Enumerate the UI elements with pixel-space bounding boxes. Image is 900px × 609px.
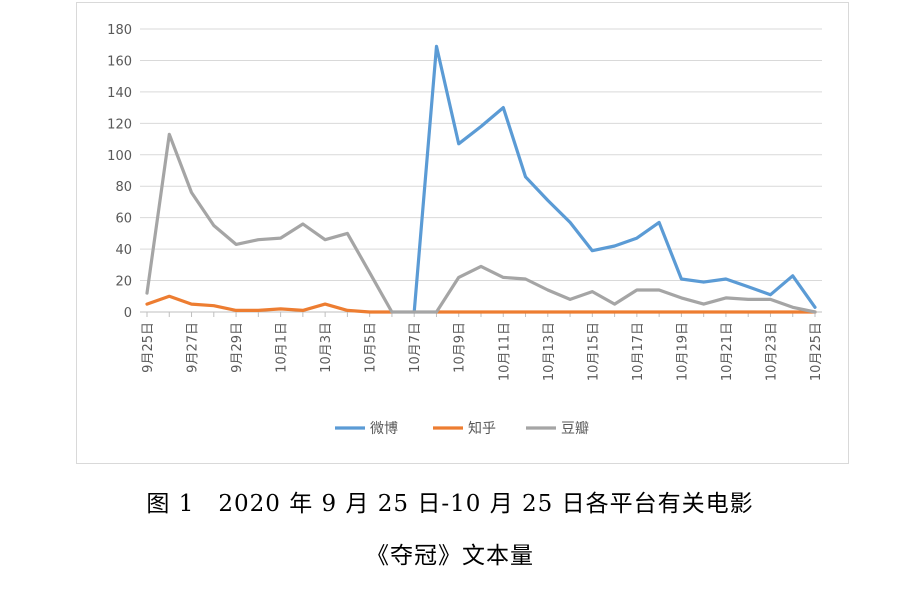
y-tick-label: 0 [124,306,132,321]
series-line-2 [145,132,817,314]
figure-caption-line2: 《夺冠》文本量 [366,543,534,569]
series-lines [145,44,817,314]
legend-label: 知乎 [468,420,496,437]
x-tick-label: 9月29日 [230,322,245,373]
legend-label: 微博 [370,420,398,437]
y-tick-label: 100 [107,149,132,164]
y-tick-label: 160 [107,54,132,69]
y-axis-ticks: 0 20 40 60 80 100 120 140 160 180 [107,23,132,321]
x-tick-label: 10月9日 [453,322,468,373]
series-line-1 [145,294,394,314]
series-line-0 [412,44,817,314]
x-tick-label: 10月13日 [542,322,557,381]
y-tick-label: 120 [107,117,132,132]
x-tick-label: 10月21日 [720,322,735,381]
x-axis-ticks: 9月25日 9月27日 9月29日 10月1日 10月3日 10月5日 10月7日 10月9日… [141,312,824,381]
y-tick-label: 140 [107,86,132,101]
line-chart: 0 20 40 60 80 100 120 140 160 180 9月25日 9月27日 9月29日… [107,23,824,437]
x-tick-label: 9月27日 [186,322,201,373]
y-tick-label: 40 [115,243,132,258]
x-tick-label: 10月25日 [809,322,824,381]
x-tick-label: 10月5日 [364,322,379,373]
grid-lines [140,28,822,313]
legend-label: 豆瓣 [561,421,589,437]
y-tick-label: 60 [115,212,132,227]
figure-caption-line1: 图 1 2020 年 9 月 25 日-10 月 25 日各平台有关电影 [146,491,754,517]
x-tick-label: 9月25日 [141,322,156,373]
x-tick-label: 10月17日 [631,322,646,381]
x-tick-label: 10月3日 [319,322,334,373]
x-tick-label: 10月15日 [586,322,601,381]
x-tick-label: 10月23日 [764,322,779,381]
y-tick-label: 80 [115,180,132,195]
x-tick-label: 10月7日 [408,322,423,373]
y-tick-label: 20 [115,275,132,290]
x-tick-label: 10月1日 [275,322,290,373]
y-tick-label: 180 [107,23,132,38]
legend: 微博 知乎 豆瓣 [335,420,589,437]
chart-frame: 0 20 40 60 80 100 120 140 160 180 9月25日 9月27日 9月29日… [76,2,849,464]
x-tick-label: 10月11日 [497,322,512,381]
x-tick-label: 10月19日 [675,322,690,381]
